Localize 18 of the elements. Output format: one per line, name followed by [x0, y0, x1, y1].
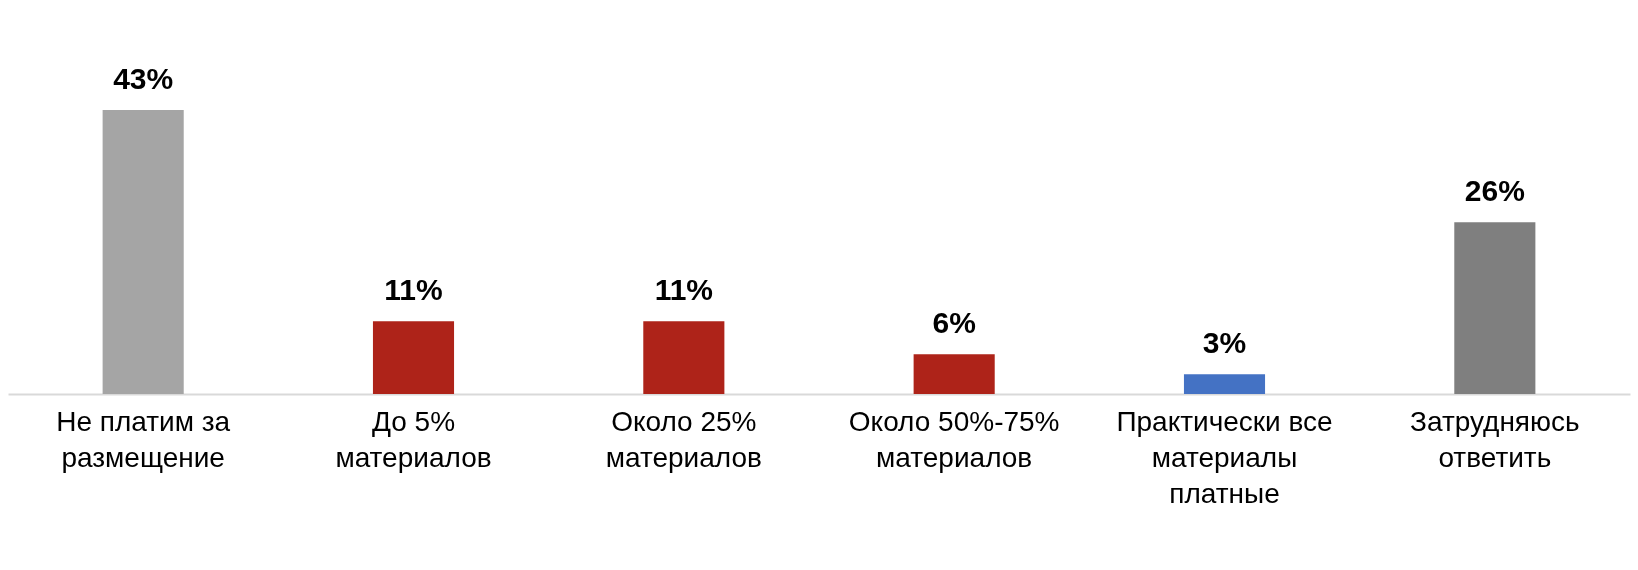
- data-label: 6%: [932, 306, 976, 340]
- data-label: 11%: [384, 273, 443, 307]
- x-tick-label: До 5% материалов: [335, 405, 492, 473]
- bar: [102, 110, 184, 394]
- data-label: 43%: [113, 62, 174, 95]
- bar: [913, 354, 995, 394]
- x-tick-label: Около 50%-75% материалов: [848, 405, 1060, 473]
- x-tick-label: Затрудняюсь ответить: [1410, 405, 1580, 473]
- x-tick-label: Не платим за размещение: [56, 405, 231, 473]
- data-label: 26%: [1464, 174, 1525, 208]
- bar: [1183, 374, 1266, 394]
- bar: [1454, 222, 1536, 394]
- x-tick-label: Практически все материалы платные: [1116, 405, 1333, 509]
- bar: [643, 321, 725, 394]
- bar: [372, 321, 455, 394]
- data-label: 11%: [654, 273, 714, 307]
- data-label: 3%: [1202, 326, 1247, 360]
- x-tick-label: Около 25% материалов: [605, 405, 762, 473]
